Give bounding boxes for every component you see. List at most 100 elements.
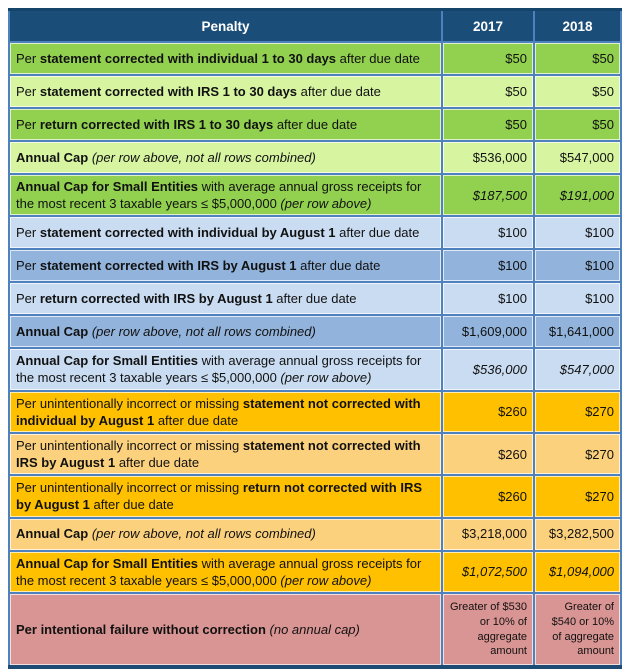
penalty-text-segment: Annual Cap	[16, 526, 92, 542]
penalty-text-segment: statement not corrected with IRS by Augu…	[16, 437, 421, 471]
value-2018-cell: $191,000	[533, 172, 622, 218]
penalty-cell: Per unintentionally incorrect or missing…	[8, 474, 443, 519]
penalty-cell: Annual Cap for Small Entities with avera…	[8, 549, 443, 594]
penalty-text-segment: Per unintentionally incorrect or missing	[16, 480, 243, 496]
penalty-text-segment: Per	[16, 258, 40, 274]
penalty-text-segment: return not corrected with IRS by August …	[16, 480, 423, 513]
penalty-text-segment: (per row above)	[280, 572, 372, 588]
penalty-text-segment: after due date	[297, 83, 381, 99]
value-2018-cell: $270	[533, 389, 622, 434]
penalty-text-segment: with average annual gross receipts for t…	[16, 555, 422, 588]
value-2018-cell: $1,641,000	[533, 314, 622, 350]
table-row: Annual Cap for Small Entities with avera…	[8, 172, 622, 218]
penalty-text-segment: Per	[16, 50, 40, 66]
penalty-text-segment: Per unintentionally incorrect or missing	[16, 395, 243, 411]
value-2017-cell: $3,218,000	[441, 516, 535, 552]
value-2018-cell: $100	[533, 281, 622, 317]
value-2017-cell: $536,000	[441, 347, 535, 392]
table-row: Per return corrected with IRS by August …	[8, 281, 622, 317]
value-2018-cell: $547,000	[533, 347, 622, 392]
penalty-cell: Per statement corrected with individual …	[8, 215, 443, 251]
penalty-text-segment: Per intentional failure without correcti…	[16, 621, 270, 637]
value-2018-cell: Greater of $540 or 10% of aggregate amou…	[533, 591, 622, 669]
penalty-cell: Per unintentionally incorrect or missing…	[8, 431, 443, 477]
penalty-cell: Annual Cap for Small Entities with avera…	[8, 347, 443, 392]
value-2017-cell: $187,500	[441, 172, 535, 218]
penalty-cell: Per return corrected with IRS 1 to 30 da…	[8, 107, 443, 142]
table-row: Per statement corrected with IRS by Augu…	[8, 248, 622, 284]
penalty-text-segment: with average annual gross receipts for t…	[16, 179, 422, 212]
table-row: Annual Cap for Small Entities with avera…	[8, 347, 622, 392]
value-2018-cell: $270	[533, 474, 622, 519]
table-row: Annual Cap (per row above, not all rows …	[8, 140, 622, 175]
penalty-text-segment: (per row above, not all rows combined)	[91, 526, 316, 542]
table-row: Annual Cap (per row above, not all rows …	[8, 516, 622, 552]
penalty-table-body: Per statement corrected with individual …	[8, 41, 622, 669]
penalty-column-header: Penalty	[8, 8, 443, 43]
value-2018-cell: $1,094,000	[533, 549, 622, 594]
value-2017-cell: $1,072,500	[441, 549, 535, 594]
penalty-cell: Per statement corrected with IRS by Augu…	[8, 248, 443, 284]
penalty-cell: Per return corrected with IRS by August …	[8, 281, 443, 317]
penalty-text-segment: after due date	[336, 50, 420, 66]
penalty-cell: Per intentional failure without correcti…	[8, 591, 443, 669]
value-2018-cell: $50	[533, 107, 622, 142]
penalty-table: Penalty 2017 2018 Per statement correcte…	[8, 8, 622, 670]
penalty-cell: Annual Cap (per row above, not all rows …	[8, 140, 443, 175]
table-row: Per statement corrected with IRS 1 to 30…	[8, 74, 622, 109]
penalty-cell: Per statement corrected with IRS 1 to 30…	[8, 74, 443, 109]
penalty-text-segment: Annual Cap for Small Entities	[16, 179, 199, 194]
penalty-cell: Annual Cap (per row above, not all rows …	[8, 516, 443, 552]
penalty-text-segment: Annual Cap	[16, 324, 92, 340]
penalty-text-segment: after due date	[296, 258, 381, 274]
value-2017-cell: $50	[441, 74, 535, 109]
table-row: Per return corrected with IRS 1 to 30 da…	[8, 107, 622, 142]
penalty-cell: Annual Cap (per row above, not all rows …	[8, 314, 443, 350]
penalty-text-segment: Per	[16, 291, 40, 307]
penalty-text-segment: statement corrected with individual by A…	[39, 225, 336, 241]
value-2017-cell: $536,000	[441, 140, 535, 175]
value-2017-cell: $1,609,000	[441, 314, 535, 350]
penalty-cell: Per statement corrected with individual …	[8, 41, 443, 76]
penalty-text-segment: statement corrected with IRS 1 to 30 day…	[39, 83, 298, 99]
table-row: Per statement corrected with individual …	[8, 215, 622, 251]
year-2017-column-header: 2017	[441, 8, 535, 43]
value-2017-cell: $260	[441, 474, 535, 519]
table-row: Per intentional failure without correcti…	[8, 591, 622, 669]
penalty-text-segment: statement corrected with IRS by August 1	[39, 258, 297, 274]
value-2017-cell: $50	[441, 41, 535, 76]
penalty-text-segment: Per	[16, 116, 40, 132]
penalty-text-segment: Per	[16, 83, 40, 99]
value-2017-cell: $260	[441, 431, 535, 477]
table-row: Per unintentionally incorrect or missing…	[8, 389, 622, 434]
table-row: Annual Cap for Small Entities with avera…	[8, 549, 622, 594]
value-2018-cell: $50	[533, 41, 622, 76]
penalty-text-segment: (per row above, not all rows combined)	[91, 324, 316, 340]
penalty-text-segment: after due date	[89, 497, 174, 513]
penalty-text-segment: statement corrected with individual 1 to…	[39, 50, 337, 66]
penalty-text-segment: return corrected with IRS by August 1	[39, 291, 273, 307]
table-row: Per unintentionally incorrect or missing…	[8, 431, 622, 477]
penalty-text-segment: (per row above, not all rows combined)	[91, 149, 316, 165]
penalty-text-segment: statement not corrected with individual …	[16, 395, 421, 428]
penalty-text-segment: after due date	[154, 412, 239, 428]
penalty-text-segment: after due date	[273, 116, 358, 132]
penalty-text-segment: Annual Cap for Small Entities	[16, 353, 199, 369]
value-2017-cell: $100	[441, 281, 535, 317]
table-header-row: Penalty 2017 2018	[8, 8, 622, 43]
penalty-text-segment: Annual Cap for Small Entities	[16, 555, 199, 571]
value-2017-cell: $260	[441, 389, 535, 434]
penalty-text-segment: after due date	[115, 455, 200, 471]
table-row: Per statement corrected with individual …	[8, 41, 622, 76]
table-row: Annual Cap (per row above, not all rows …	[8, 314, 622, 350]
penalty-text-segment: return corrected with IRS 1 to 30 days	[39, 116, 274, 132]
value-2017-cell: Greater of $530 or 10% of aggregate amou…	[441, 591, 535, 669]
penalty-text-segment: Per unintentionally incorrect or missing	[16, 437, 243, 453]
table-row: Per unintentionally incorrect or missing…	[8, 474, 622, 519]
value-2018-cell: $547,000	[533, 140, 622, 175]
penalty-text-segment: (per row above)	[280, 370, 372, 386]
penalty-text-segment: (no annual cap)	[269, 621, 360, 637]
penalty-cell: Per unintentionally incorrect or missing…	[8, 389, 443, 434]
year-2018-column-header: 2018	[533, 8, 622, 43]
